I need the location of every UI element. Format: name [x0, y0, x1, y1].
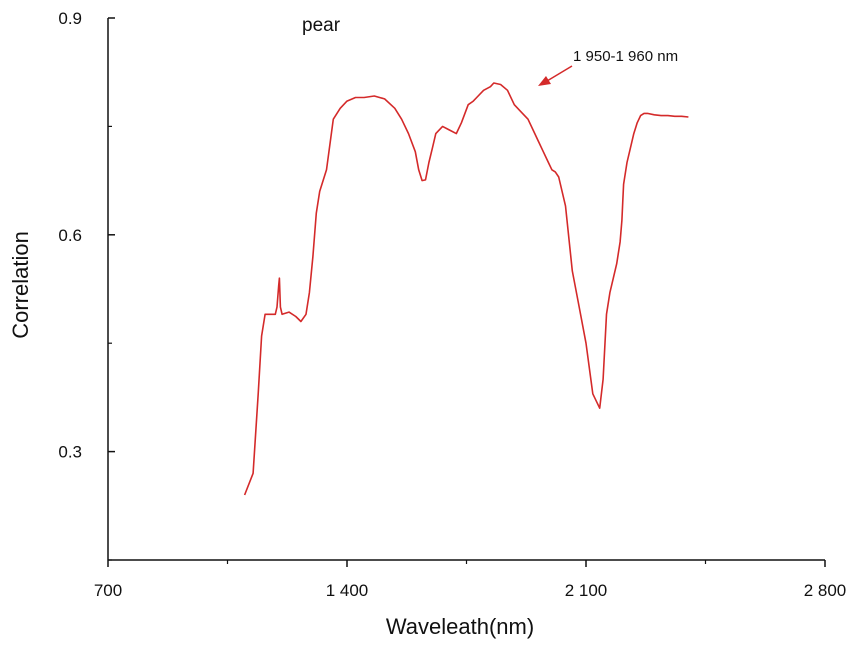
y-tick-label: 0.6 [58, 226, 82, 245]
annotation-arrow-head [538, 76, 551, 86]
y-tick-label: 0.9 [58, 9, 82, 28]
chart-title: pear [302, 15, 341, 36]
annotation-label: 1 950-1 960 nm [573, 48, 678, 65]
correlation-series-line [243, 82, 689, 496]
axes [107, 18, 825, 561]
tick-labels: 700 1 400 2 100 2 800 0.3 0.6 0.9 [58, 9, 846, 600]
x-axis-title: Waveleath(nm) [386, 614, 534, 639]
x-tick-label: 2 100 [565, 581, 608, 600]
x-tick-label: 2 800 [804, 581, 847, 600]
y-axis-title: Correlation [8, 231, 33, 339]
tick-marks [107, 17, 826, 567]
x-tick-label: 1 400 [326, 581, 369, 600]
x-tick-label: 700 [94, 581, 122, 600]
y-tick-label: 0.3 [58, 443, 82, 462]
peak-annotation: 1 950-1 960 nm [538, 48, 678, 86]
annotation-arrow-shaft [546, 65, 573, 82]
